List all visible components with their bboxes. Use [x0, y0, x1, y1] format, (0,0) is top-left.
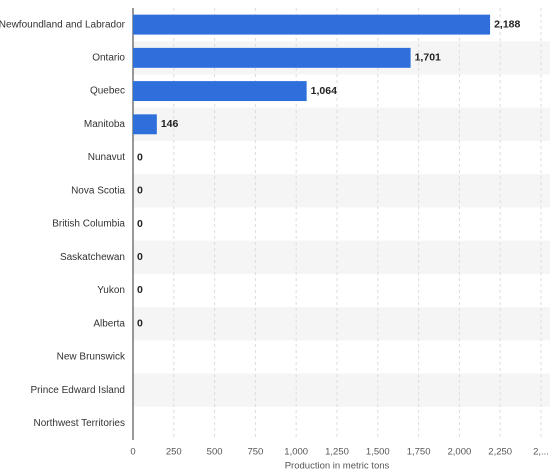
y-tick-label: British Columbia — [52, 219, 125, 230]
value-label: 146 — [161, 118, 179, 130]
x-tick-label: 250 — [166, 447, 182, 458]
value-label: 1,064 — [311, 85, 337, 97]
y-tick-label: Quebec — [90, 86, 125, 97]
x-tick-label: 2,000 — [448, 447, 472, 458]
x-axis-label: Production in metric tons — [285, 461, 390, 472]
x-tick-label: 1,250 — [325, 447, 349, 458]
value-label: 0 — [137, 251, 143, 263]
y-tick-label: Prince Edward Island — [31, 385, 126, 396]
value-label: 0 — [137, 317, 143, 329]
bar — [133, 81, 307, 102]
y-tick-label: New Brunswick — [57, 352, 126, 363]
x-tick-label: 2,... — [533, 447, 549, 458]
bar — [133, 47, 411, 68]
y-tick-label: Nova Scotia — [71, 185, 125, 196]
row-stripe — [133, 174, 550, 208]
row-stripe — [133, 307, 550, 341]
row-stripe — [133, 107, 550, 141]
y-tick-label: Saskatchewan — [60, 252, 125, 263]
y-tick-label: Manitoba — [84, 119, 126, 130]
bar — [133, 14, 491, 35]
x-tick-label: 500 — [207, 447, 223, 458]
x-tick-label: 1,500 — [366, 447, 390, 458]
value-label: 0 — [137, 284, 143, 296]
y-tick-label: Alberta — [93, 318, 125, 329]
y-tick-label: Yukon — [97, 285, 125, 296]
value-label: 0 — [137, 185, 143, 197]
y-tick-label: Newfoundland and Labrador — [0, 19, 126, 30]
y-tick-label: Nunavut — [88, 152, 125, 163]
value-label: 1,701 — [415, 52, 441, 64]
value-label: 2,188 — [494, 18, 520, 30]
x-tick-label: 750 — [247, 447, 263, 458]
x-tick-label: 1,750 — [407, 447, 431, 458]
x-tick-label: 1,000 — [284, 447, 308, 458]
value-label: 0 — [137, 218, 143, 230]
x-tick-label: 0 — [130, 447, 135, 458]
row-stripe — [133, 240, 550, 274]
x-tick-label: 2,250 — [488, 447, 512, 458]
value-label: 0 — [137, 151, 143, 163]
bar — [133, 114, 157, 135]
y-tick-label: Ontario — [92, 52, 125, 63]
row-stripe — [133, 373, 550, 407]
y-tick-label: Northwest Territories — [33, 418, 125, 429]
